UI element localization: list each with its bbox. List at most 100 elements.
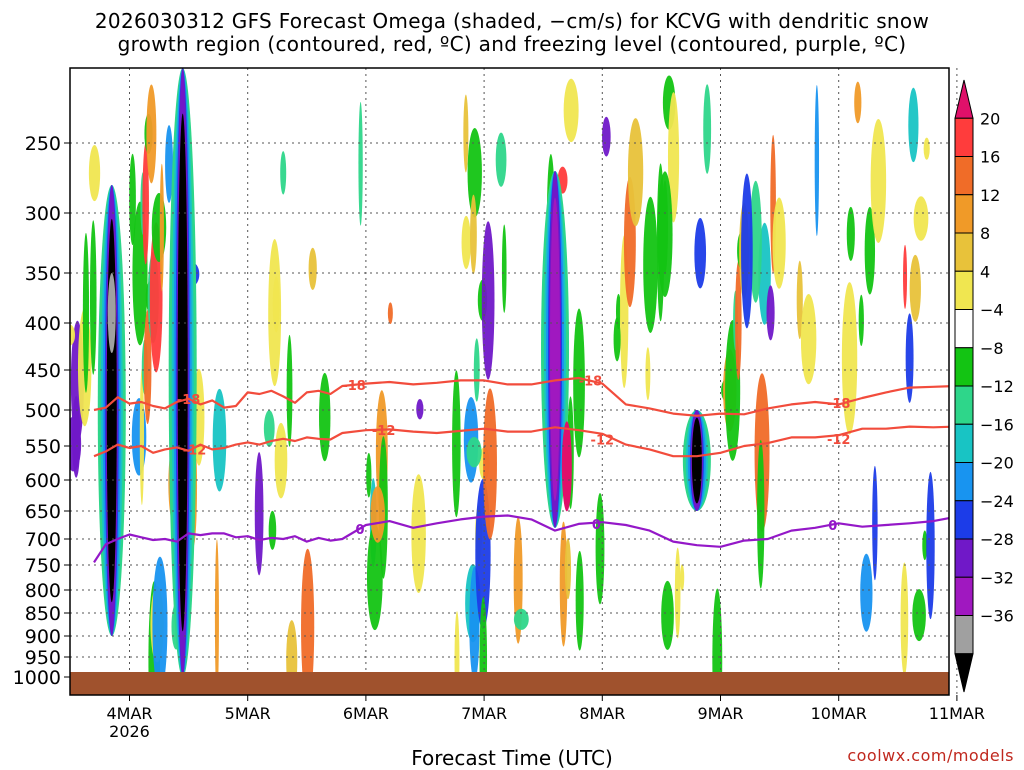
omega-blob: [575, 550, 584, 651]
y-tick-label: 300: [25, 203, 61, 225]
omega-shading: [70, 68, 935, 695]
colorbar-segment: [954, 538, 974, 578]
omega-blob: [513, 608, 529, 630]
x-axis-label: Forecast Time (UTC): [411, 746, 613, 770]
colorbar-label: −8: [980, 339, 1004, 358]
contour-label: -18: [827, 397, 851, 412]
omega-blob: [900, 562, 909, 676]
colorbar-segment: [954, 156, 974, 196]
omega-blob: [461, 215, 471, 270]
omega-blob: [129, 153, 136, 246]
colorbar-label: 20: [980, 109, 1000, 128]
omega-blob: [286, 334, 293, 447]
omega-blob: [814, 84, 820, 237]
colorbar-label: 12: [980, 186, 1000, 205]
y-tick-label: 250: [25, 133, 61, 155]
colorbar-segment: [954, 194, 974, 234]
omega-blob: [411, 474, 426, 593]
contour-label: -12: [591, 434, 615, 449]
x-tick-label: 10MAR: [811, 704, 867, 723]
plot-frame: [69, 67, 950, 696]
omega-blob: [613, 317, 621, 362]
colorbar-segment: [954, 309, 974, 349]
colorbar-segment: [954, 615, 974, 655]
colorbar-segment: [954, 576, 974, 616]
omega-feature-positive-max: [561, 421, 572, 512]
colorbar-label: −4: [980, 301, 1004, 320]
omega-blob: [841, 282, 858, 435]
contour-label: -18: [177, 393, 201, 408]
omega-blob: [387, 302, 393, 324]
omega-blob: [479, 597, 488, 695]
colorbar-label: −12: [980, 377, 1014, 396]
omega-blob: [923, 137, 930, 160]
contour-label: -12: [827, 433, 851, 448]
colorbar-arrow-top: [954, 79, 974, 119]
omega-blob: [501, 224, 507, 313]
omega-blob: [712, 588, 723, 695]
omega-blob: [263, 410, 275, 447]
chart-title-line-1: 2026030312 GFS Forecast Omega (shaded, −…: [94, 9, 930, 33]
omega-blob: [301, 548, 315, 695]
omega-blob: [467, 127, 482, 218]
omega-blob: [858, 294, 864, 346]
omega-blob: [602, 116, 611, 157]
omega-feature-core: [550, 197, 561, 502]
omega-blob: [627, 118, 644, 227]
colorbar: 20 16 12 8 4 −4 −8 −12 −16 −20 −24 −28 −32 −36: [954, 79, 1014, 693]
omega-blob: [903, 244, 908, 309]
omega-blob: [358, 101, 363, 226]
omega-blob: [657, 171, 673, 298]
axes: 2503003504004505005506006507007508008509…: [13, 133, 985, 741]
omega-blob: [922, 530, 928, 561]
colorbar-label: −28: [980, 530, 1014, 549]
y-tick-label: 950: [25, 647, 61, 669]
colorbar-label: 4: [980, 262, 990, 281]
omega-blob: [151, 193, 167, 263]
y-tick-label: 550: [25, 436, 61, 458]
omega-blob: [735, 261, 742, 380]
omega-blob: [473, 338, 480, 402]
colorbar-label: 16: [980, 148, 1000, 167]
colorbar-segment: [954, 270, 974, 310]
y-tick-label: 400: [25, 313, 61, 335]
omega-blob: [495, 132, 507, 187]
omega-blob: [860, 553, 873, 632]
omega-blob: [926, 471, 935, 620]
omega-blob: [667, 92, 680, 223]
omega-blob: [741, 173, 753, 329]
omega-blob: [88, 145, 101, 202]
omega-blob: [909, 254, 921, 322]
colorbar-segment: [954, 117, 974, 157]
omega-blob: [846, 206, 855, 261]
chart-title-line-2: growth region (contoured, red, ºC) and f…: [117, 32, 907, 56]
y-tick-label: 600: [25, 470, 61, 492]
colorbar-label: −32: [980, 568, 1014, 587]
omega-blob: [483, 388, 497, 540]
omega-blob: [159, 163, 164, 292]
y-tick-label: 800: [25, 580, 61, 602]
omega-blob: [661, 580, 674, 650]
contour-label: 0: [828, 519, 837, 534]
omega-blob: [308, 247, 317, 291]
contour-label: -12: [183, 443, 207, 458]
x-tick-label: 9MAR: [697, 704, 743, 723]
y-tick-label: 700: [25, 529, 61, 551]
omega-blob: [319, 372, 331, 462]
colorbar-segment: [954, 232, 974, 272]
omega-blob: [366, 524, 383, 631]
omega-feature-core: [177, 113, 188, 632]
colorbar-label: −16: [980, 415, 1014, 434]
omega-blob: [800, 294, 817, 385]
omega-blob: [694, 218, 707, 289]
y-tick-label: 450: [25, 360, 61, 382]
omega-blob: [82, 232, 90, 393]
omega-blob: [212, 388, 227, 492]
omega-blob: [470, 194, 477, 275]
source-credit: coolwx.com/models: [847, 746, 1014, 765]
x-tick-label: 8MAR: [579, 704, 625, 723]
colorbar-segment: [954, 347, 974, 387]
contour-label: -18: [342, 379, 366, 394]
omega-blob: [766, 285, 775, 341]
omega-blob: [131, 398, 147, 476]
